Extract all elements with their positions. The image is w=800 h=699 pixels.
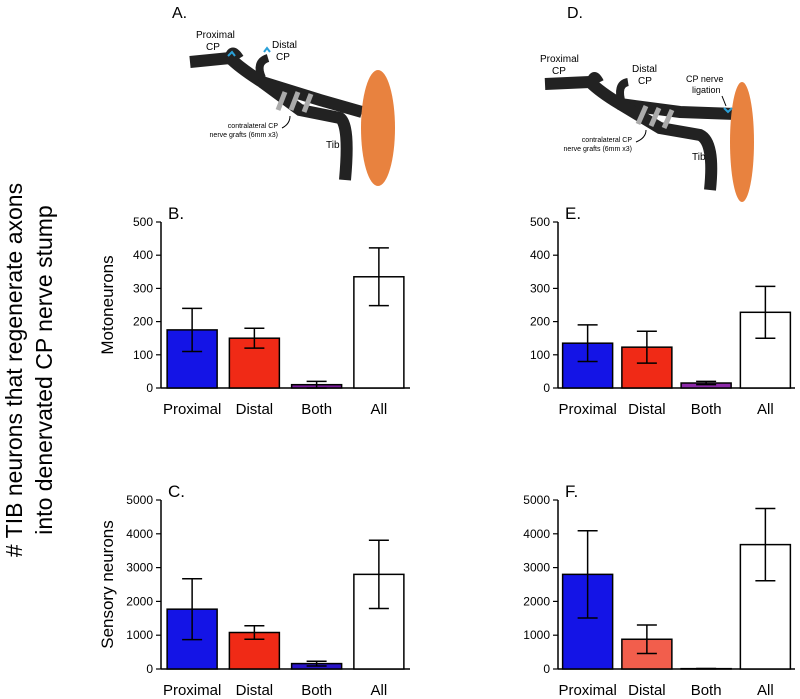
x-tick-label: Proximal: [163, 682, 221, 699]
diagram-d: D. Proximal CP Distal CP CP nerve ligati…: [540, 5, 754, 202]
muscle: [361, 70, 395, 186]
nerve: [258, 77, 353, 181]
shared-y-label: into denervated CP nerve stump: [31, 205, 57, 534]
x-tick-label: Distal: [236, 401, 274, 418]
x-tick-label: Both: [301, 682, 332, 699]
x-tick-label: Proximal: [558, 682, 616, 699]
y-tick-label: 300: [530, 281, 550, 295]
label: CP: [276, 52, 290, 63]
y-tick-label: 0: [543, 381, 550, 395]
bar: [561, 342, 614, 389]
panel-label: E.: [565, 204, 581, 223]
y-tick-label: 100: [133, 348, 153, 362]
x-tick-label: All: [371, 682, 388, 699]
label: Distal: [632, 64, 657, 75]
y-tick-label: 500: [530, 215, 550, 229]
y-label-group: # TIB neurons that regenerate axons into…: [1, 183, 57, 557]
label: CP: [638, 76, 652, 87]
label: CP nerve: [686, 74, 723, 84]
shared-y-label: # TIB neurons that regenerate axons: [1, 183, 27, 557]
y-tick-label: 100: [530, 348, 550, 362]
y-axis-label: Motoneurons: [98, 255, 117, 354]
nerve: [255, 54, 270, 80]
x-tick-label: All: [757, 401, 774, 418]
x-tick-label: Proximal: [163, 401, 221, 418]
arrow: [635, 129, 647, 143]
diagram-a: A. Proximal CP Distal CP contralateral C…: [172, 5, 395, 186]
y-tick-label: 3000: [523, 561, 550, 575]
label: ligation: [692, 85, 721, 95]
y-tick-label: 200: [530, 315, 550, 329]
panel-label: A.: [172, 5, 187, 22]
x-tick-label: Both: [301, 401, 332, 418]
label: contralateral CP: [582, 137, 633, 144]
x-tick-label: Distal: [236, 682, 274, 699]
muscle: [730, 82, 754, 202]
grafts: [275, 91, 314, 113]
y-axis-label: Sensory neurons: [98, 520, 117, 649]
x-tick-label: Distal: [628, 401, 666, 418]
ligation: [723, 107, 733, 114]
y-tick-label: 1000: [523, 628, 550, 642]
nerve: [616, 98, 718, 191]
label: nerve grafts (6mm x3): [564, 146, 632, 153]
y-tick-label: 300: [133, 281, 153, 295]
y-tick-label: 5000: [523, 493, 550, 507]
label: Proximal: [540, 54, 579, 65]
label: Distal: [272, 40, 297, 51]
y-tick-label: 400: [530, 248, 550, 262]
y-tick-label: 2000: [126, 594, 153, 608]
y-tick-label: 5000: [126, 493, 153, 507]
y-tick-label: 500: [133, 215, 153, 229]
panel-label: F.: [565, 482, 578, 501]
y-tick-label: 1000: [126, 628, 153, 642]
label: Tib: [692, 152, 706, 163]
label: CP: [552, 66, 566, 77]
nerve: [616, 78, 630, 106]
label: Tib: [326, 140, 340, 151]
panel-label: D.: [567, 5, 583, 22]
y-tick-label: 3000: [126, 561, 153, 575]
y-tick-label: 0: [146, 381, 153, 395]
nerve: [586, 72, 604, 84]
panel-label: C.: [168, 482, 185, 501]
x-tick-label: Both: [691, 401, 722, 418]
bar: [739, 543, 792, 670]
y-tick-label: 4000: [126, 527, 153, 541]
y-tick-label: 0: [543, 662, 550, 676]
arrow: [721, 95, 727, 107]
arrow: [281, 115, 291, 129]
bar: [621, 346, 673, 389]
x-tick-label: All: [757, 682, 774, 699]
x-tick-label: Both: [691, 682, 722, 699]
suture: [227, 50, 236, 57]
label: Proximal: [196, 30, 235, 41]
x-tick-label: Proximal: [558, 401, 616, 418]
grafts: [635, 104, 675, 130]
label: contralateral CP: [228, 123, 279, 130]
y-tick-label: 400: [133, 248, 153, 262]
x-tick-label: Distal: [628, 682, 666, 699]
y-tick-label: 2000: [523, 594, 550, 608]
label: nerve grafts (6mm x3): [210, 132, 278, 139]
panel-label: B.: [168, 204, 184, 223]
y-tick-label: 4000: [523, 527, 550, 541]
y-tick-label: 200: [133, 315, 153, 329]
x-tick-label: All: [371, 401, 388, 418]
suture: [263, 46, 271, 53]
label: CP: [206, 42, 220, 53]
y-tick-label: 0: [146, 662, 153, 676]
